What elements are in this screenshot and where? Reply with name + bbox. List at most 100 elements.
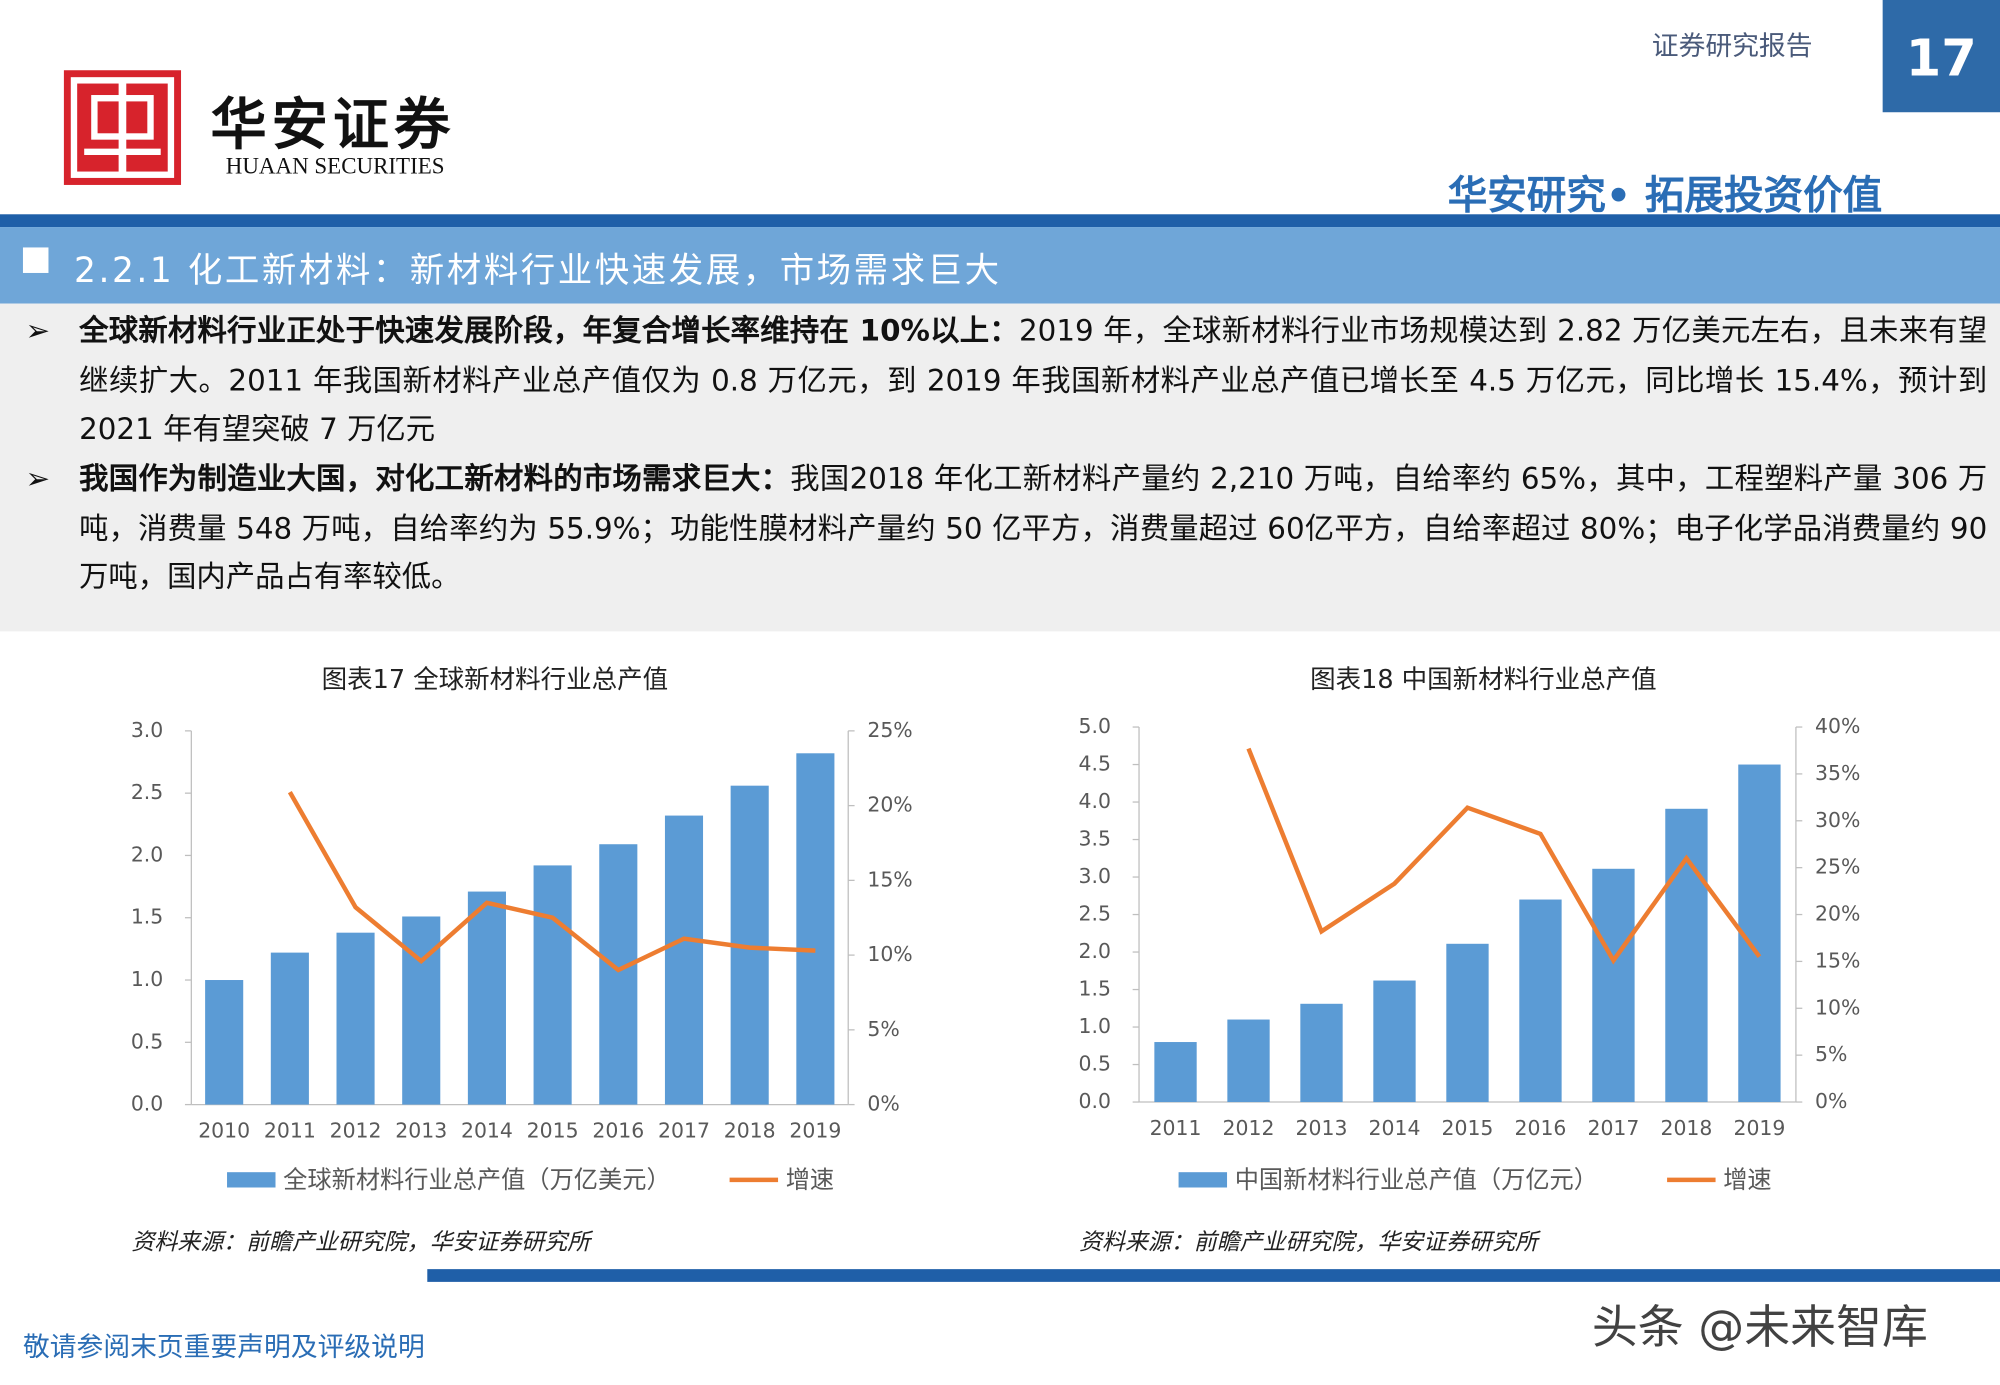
section-bar — [0, 227, 2000, 304]
legend-swatch — [227, 1172, 276, 1188]
logo-mark — [63, 70, 182, 185]
x-tick-label: 2016 — [1515, 1116, 1567, 1140]
bar — [336, 932, 375, 1105]
y-tick-label: 3.0 — [1079, 864, 1111, 888]
watermark: 头条 @未来智库 — [1591, 1302, 1928, 1355]
line-series — [1246, 747, 1762, 965]
x-tick-label: 2015 — [527, 1118, 579, 1142]
x-tick-label: 2017 — [1587, 1116, 1639, 1140]
y2-tick-label: 20% — [1815, 902, 1860, 926]
y-tick-label: 1.0 — [1079, 1014, 1111, 1038]
y-tick-label: 1.5 — [1079, 977, 1111, 1001]
y2-tick-label: 15% — [867, 867, 912, 891]
y-tick-label: 3.5 — [1079, 827, 1111, 851]
bar — [1373, 980, 1416, 1103]
page-number: 17 — [1882, 0, 2000, 113]
section-square — [22, 247, 49, 273]
bar — [1227, 1019, 1270, 1103]
y2-tick-label: 10% — [1815, 995, 1860, 1019]
x-tick-label: 2014 — [461, 1118, 513, 1142]
x-tick-label: 2018 — [1660, 1116, 1712, 1140]
y2-tick-label: 10% — [867, 942, 912, 966]
chart-title: 图表17 全球新材料行业总产值 — [322, 665, 669, 695]
summary-box — [0, 303, 2000, 632]
x-tick-label: 2017 — [658, 1118, 710, 1142]
y-tick-label: 4.5 — [1079, 752, 1111, 776]
legend-swatch — [1178, 1172, 1228, 1188]
y2-tick-label: 30% — [1815, 808, 1860, 832]
legend-label: 中国新材料行业总产值（万亿元） — [1235, 1166, 1598, 1194]
logo-en: HUAAN SECURITIES — [225, 153, 445, 179]
x-tick-label: 2011 — [1150, 1116, 1202, 1140]
logo-cn: 华安证券 — [210, 93, 456, 159]
y-tick-label: 2.0 — [131, 842, 163, 866]
bullet: ➢ 我国作为制造业大国，对化工新材料的市场需求巨大：我国2018 年化工新材料产量… — [25, 463, 1988, 595]
y2-tick-label: 0% — [1815, 1089, 1847, 1113]
slogan: 华安研究• 拓展投资价值 — [1447, 173, 1883, 220]
x-tick-label: 2018 — [724, 1118, 776, 1142]
report-type: 证券研究报告 — [1651, 30, 1813, 62]
bullet-text: 我国2018 年化工新材料产量约 2,210 万吨，自给率约 65%，其中，工程… — [79, 463, 1988, 595]
y2-tick-label: 35% — [1815, 761, 1860, 785]
x-tick-label: 2011 — [264, 1118, 316, 1142]
y2-tick-label: 25% — [867, 718, 912, 742]
bullet-text: 2019 年，全球新材料行业市场规模达到 2.82 万亿美元左右，且未来有望继续… — [79, 315, 1988, 447]
y2-tick-label: 5% — [1815, 1042, 1847, 1066]
section-title: 2.2.1 化工新材料：新材料行业快速发展，市场需求巨大 — [73, 251, 1002, 291]
x-tick-label: 2013 — [395, 1118, 447, 1142]
bar — [1446, 943, 1489, 1103]
y-tick-label: 0.5 — [131, 1029, 163, 1053]
x-tick-label: 2010 — [198, 1118, 250, 1142]
y2-tick-label: 15% — [1815, 948, 1860, 972]
y-tick-label: 0.5 — [1079, 1052, 1111, 1076]
bar — [664, 815, 704, 1105]
legend-label: 全球新材料行业总产值（万亿美元） — [283, 1166, 671, 1194]
x-tick-label: 2016 — [592, 1118, 644, 1142]
bar — [1154, 1042, 1197, 1103]
bar — [467, 891, 506, 1105]
x-tick-label: 2012 — [330, 1118, 382, 1142]
footer-rule — [427, 1269, 2000, 1282]
y-tick-label: 2.5 — [131, 780, 163, 804]
bullet-lead: 全球新材料行业正处于快速发展阶段，年复合增长率维持在 10%以上： — [79, 315, 1020, 349]
x-tick-label: 2014 — [1369, 1116, 1421, 1140]
y-tick-label: 1.5 — [131, 905, 163, 929]
y2-tick-label: 25% — [1815, 855, 1860, 879]
bullet-lead: 我国作为制造业大国，对化工新材料的市场需求巨大： — [79, 463, 791, 497]
bar — [1300, 1003, 1343, 1103]
y-tick-label: 4.0 — [1079, 789, 1111, 813]
y-tick-label: 2.0 — [1079, 939, 1111, 963]
bar — [1592, 868, 1635, 1103]
chart-source: 资料来源：前瞻产业研究院，华安证券研究所 — [1079, 1230, 1541, 1256]
bar — [599, 844, 638, 1105]
bar — [796, 753, 835, 1105]
y-tick-label: 3.0 — [131, 718, 163, 742]
bar — [1665, 808, 1708, 1103]
bar — [1738, 764, 1781, 1103]
x-tick-label: 2015 — [1442, 1116, 1494, 1140]
y2-tick-label: 0% — [867, 1092, 899, 1116]
bar — [533, 865, 572, 1105]
chart-title: 图表18 中国新材料行业总产值 — [1310, 665, 1657, 695]
x-tick-label: 2019 — [789, 1118, 841, 1142]
disclaimer: 敬请参阅末页重要声明及评级说明 — [22, 1331, 425, 1363]
bar — [270, 952, 309, 1105]
legend-label: 增速 — [786, 1166, 834, 1194]
y-tick-label: 5.0 — [1079, 714, 1111, 738]
y2-tick-label: 5% — [867, 1017, 899, 1041]
bar — [402, 916, 441, 1105]
x-tick-label: 2012 — [1223, 1116, 1275, 1140]
chart-source: 资料来源：前瞻产业研究院，华安证券研究所 — [131, 1230, 593, 1256]
bullet: ➢ 全球新材料行业正处于快速发展阶段，年复合增长率维持在 10%以上：2019 年… — [25, 315, 1988, 447]
line-series — [287, 791, 816, 973]
y-tick-label: 2.5 — [1079, 902, 1111, 926]
y-tick-label: 0.0 — [1079, 1089, 1111, 1113]
y2-tick-label: 40% — [1815, 714, 1860, 738]
y2-tick-label: 20% — [867, 793, 912, 817]
x-tick-label: 2013 — [1296, 1116, 1348, 1140]
y-tick-label: 1.0 — [131, 967, 163, 991]
legend-label: 增速 — [1723, 1166, 1771, 1194]
x-tick-label: 2019 — [1733, 1116, 1785, 1140]
